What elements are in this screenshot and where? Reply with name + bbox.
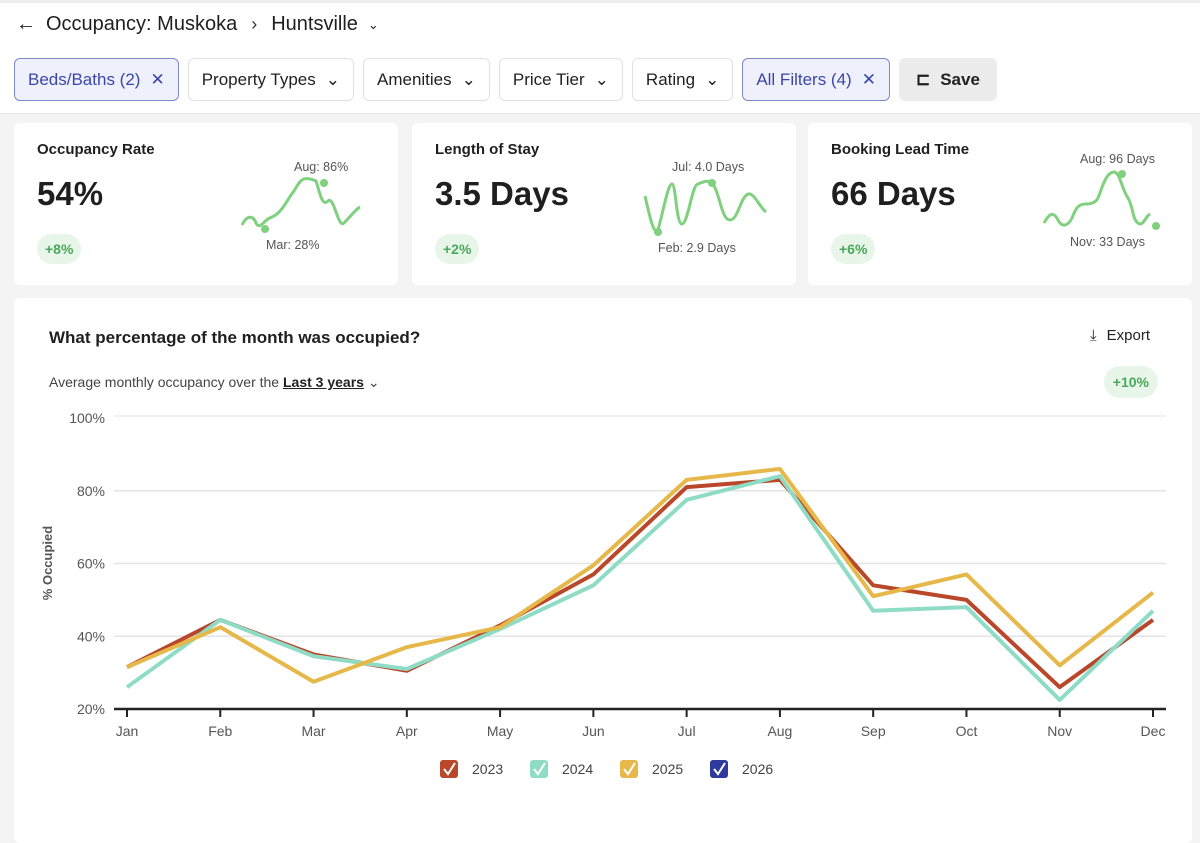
x-tick-label: Jan [116, 723, 139, 739]
occupancy-chart-panel: What percentage of the month was occupie… [14, 298, 1192, 843]
y-tick-label: 60% [77, 556, 105, 572]
sparkline-high-label: Jul: 4.0 Days [672, 160, 745, 174]
legend-checkbox-2026 [710, 760, 728, 778]
filter-label: All Filters (4) [756, 69, 852, 89]
chevron-down-icon: ⌄ [325, 69, 340, 89]
filter-bar: Beds/Baths (2) ✕ Property Types ⌄ Amenitie… [14, 58, 997, 101]
filter-all[interactable]: All Filters (4) ✕ [742, 58, 890, 101]
save-button[interactable]: ⊏ Save [898, 58, 997, 101]
sparkline-high-label: Aug: 86% [294, 160, 349, 174]
filter-label: Property Types [201, 69, 316, 89]
x-tick-label: Jul [678, 723, 696, 739]
legend-label: 2023 [472, 761, 503, 777]
filter-label: Beds/Baths (2) [28, 69, 141, 89]
x-tick-label: Apr [396, 723, 418, 739]
page-title: Occupancy: Muskoka [46, 13, 238, 35]
change-badge: +10% [1103, 366, 1158, 398]
filter-label: Rating [645, 69, 696, 89]
export-label: Export [1106, 327, 1150, 344]
x-tick-label: Oct [956, 723, 978, 739]
x-tick-label: Feb [208, 723, 232, 739]
card-value: 66 Days [831, 175, 956, 212]
y-tick-label: 40% [77, 628, 105, 644]
y-tick-label: 80% [77, 483, 105, 499]
card-title: Occupancy Rate [37, 141, 155, 158]
x-tick-label: Nov [1047, 723, 1072, 739]
y-axis-label: % Occupied [40, 526, 55, 600]
subtitle-text: Average monthly occupancy over the [49, 374, 283, 390]
x-tick-label: Jun [582, 723, 605, 739]
filter-beds-baths[interactable]: Beds/Baths (2) ✕ [14, 58, 179, 101]
chart-title: What percentage of the month was occupie… [49, 328, 421, 347]
legend-label: 2026 [742, 761, 773, 777]
save-label: Save [940, 69, 980, 89]
card-length-of-stay: Length of Stay 3.5 Days +2% Jul: 4.0 Day… [412, 123, 796, 285]
legend-checkbox-2023 [440, 760, 458, 778]
card-title: Booking Lead Time [831, 141, 970, 158]
line-chart: 20% 40% 60% 80% 100% Jan Feb Mar Apr May Jun Jul Aug… [40, 410, 1166, 778]
card-value: 3.5 Days [435, 175, 569, 212]
series-line-2025 [126, 466, 1155, 684]
change-badge: +6% [831, 234, 876, 264]
x-tick-label: Aug [767, 723, 792, 739]
card-value: 54% [37, 175, 104, 212]
period-dropdown[interactable]: Last 3 years [283, 374, 364, 390]
export-button[interactable]: ⤓ Export [1090, 327, 1150, 344]
download-icon: ⤓ [1090, 327, 1097, 344]
sparkline-low-label: Nov: 33 Days [1070, 235, 1146, 249]
check-icon [533, 762, 546, 776]
card-occupancy-rate: Occupancy Rate 54% +8% Aug: 86% Mar: 28% [14, 123, 398, 285]
y-tick-label: 20% [77, 701, 105, 717]
chevron-down-icon: ⌄ [705, 69, 720, 89]
legend-label: 2025 [652, 761, 683, 777]
card-booking-lead-time: Booking Lead Time 66 Days +6% Aug: 96 Da… [808, 123, 1192, 285]
legend-label: 2024 [562, 761, 593, 777]
chevron-down-icon: ⌄ [594, 69, 609, 89]
sparkline-low-label: Feb: 2.9 Days [658, 241, 736, 255]
filter-rating[interactable]: Rating ⌄ [631, 58, 734, 101]
chevron-right-icon: › [251, 14, 258, 34]
bookmark-add-icon: ⊏ [915, 69, 931, 89]
filter-label: Price Tier [512, 69, 585, 89]
sparkline-low-label: Mar: 28% [266, 238, 320, 252]
legend-checkbox-2024 [530, 760, 548, 778]
check-icon [443, 762, 456, 776]
check-icon [713, 762, 726, 776]
change-badge: +2% [435, 234, 480, 264]
filter-property-types[interactable]: Property Types ⌄ [187, 58, 354, 101]
back-arrow-icon[interactable]: ← [16, 13, 36, 35]
sparkline-high-label: Aug: 96 Days [1080, 152, 1156, 166]
chart-subtitle: Average monthly occupancy over the Last … [49, 374, 380, 391]
chevron-down-icon: ⌄ [461, 69, 476, 89]
chevron-down-icon[interactable]: ⌄ [367, 374, 380, 390]
check-icon [623, 762, 636, 776]
close-icon[interactable]: ✕ [150, 69, 165, 89]
y-tick-label: 100% [69, 410, 105, 426]
header: ← Occupancy: Muskoka › Huntsville ⌄ Beds… [0, 0, 1200, 114]
close-icon[interactable]: ✕ [861, 69, 876, 89]
sparkline [643, 179, 767, 236]
x-tick-label: May [487, 723, 513, 739]
x-tick-label: Mar [301, 723, 325, 739]
card-title: Length of Stay [435, 141, 540, 158]
series-line-2024 [125, 474, 1155, 702]
filter-label: Amenities [376, 69, 452, 89]
chevron-down-icon[interactable]: ⌄ [367, 16, 379, 32]
sparkline [240, 177, 361, 233]
location-dropdown[interactable]: Huntsville [271, 13, 358, 35]
filter-amenities[interactable]: Amenities ⌄ [362, 58, 490, 101]
sparkline [1042, 170, 1160, 230]
x-tick-label: Sep [861, 723, 886, 739]
legend-checkbox-2025 [620, 760, 638, 778]
breadcrumb: ← Occupancy: Muskoka › Huntsville ⌄ [16, 13, 379, 36]
x-tick-label: Dec [1141, 723, 1166, 739]
series-line-2023 [126, 477, 1155, 690]
change-badge: +8% [37, 234, 82, 264]
filter-price-tier[interactable]: Price Tier ⌄ [498, 58, 623, 101]
